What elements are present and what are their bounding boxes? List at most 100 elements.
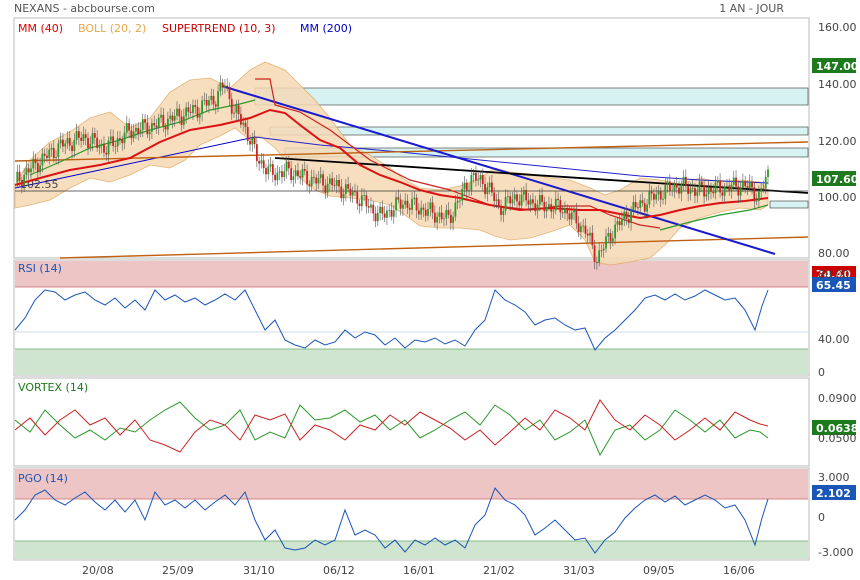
- candle-body: [399, 199, 402, 209]
- candle-body: [91, 133, 94, 144]
- candle-body: [484, 184, 486, 195]
- candle-body: [570, 212, 573, 220]
- candle-body: [614, 224, 617, 239]
- candle-body: [497, 199, 500, 206]
- vortex-plus-line: [14, 401, 769, 457]
- candle-body: [506, 196, 509, 198]
- candle-body: [739, 188, 742, 196]
- candle-body: [105, 152, 108, 155]
- candle-body: [680, 184, 683, 194]
- rsi-tick-0: 0: [818, 366, 825, 379]
- candle-body: [349, 188, 352, 196]
- candle-body: [520, 194, 523, 206]
- candle-body: [445, 209, 448, 219]
- candle-body: [543, 201, 546, 212]
- candle-body: [96, 137, 99, 148]
- candle-body: [246, 127, 249, 141]
- candle-body: [283, 171, 286, 178]
- candle-body: [427, 209, 429, 216]
- candle-body: [301, 169, 304, 178]
- candle-body: [386, 210, 388, 218]
- rsi-tick-80: 80.00: [818, 268, 850, 281]
- candle-body: [205, 99, 208, 106]
- candle-body: [319, 174, 322, 179]
- candle-body: [639, 200, 642, 208]
- candle-body: [650, 191, 653, 194]
- candle-body: [62, 139, 64, 147]
- candle-body: [344, 184, 347, 194]
- candle-body: [107, 140, 110, 155]
- candle-body: [662, 198, 664, 200]
- candle-body: [255, 144, 258, 161]
- candle-body: [618, 221, 621, 226]
- vortex-tag: 0.0638: [812, 420, 858, 435]
- candle-body: [48, 149, 51, 158]
- candle-body: [757, 191, 760, 201]
- candle-body: [573, 209, 575, 213]
- candle-body: [500, 205, 502, 215]
- candle-body: [411, 199, 413, 210]
- candle-body: [415, 197, 418, 211]
- candle-body: [710, 187, 712, 192]
- candle-body: [367, 206, 370, 208]
- candle-body: [287, 161, 290, 169]
- candle-body: [212, 95, 215, 105]
- candle-body: [536, 204, 539, 212]
- candle-body: [258, 160, 261, 164]
- rsi-label: RSI (14): [18, 262, 62, 275]
- candle-body: [735, 177, 737, 187]
- candle-body: [130, 130, 133, 139]
- rsi-tick-40: 40.00: [818, 333, 850, 346]
- candle-body: [228, 86, 231, 99]
- candle-body: [673, 183, 676, 191]
- candle-body: [707, 187, 710, 194]
- candle-body: [242, 122, 245, 125]
- x-label-2: 25/09: [162, 564, 194, 577]
- candle-body: [178, 108, 181, 117]
- candle-body: [128, 123, 130, 131]
- candle-body: [525, 190, 528, 201]
- candle-body: [440, 212, 443, 220]
- rsi-line: [14, 289, 769, 351]
- candle-body: [39, 165, 41, 173]
- supertrend-up-line: [659, 204, 769, 231]
- candle-body: [244, 122, 247, 128]
- candle-body: [488, 182, 491, 188]
- x-label-4: 06/12: [323, 564, 355, 577]
- candle-body: [477, 179, 480, 181]
- period-label[interactable]: 1 AN - JOUR: [719, 2, 784, 15]
- candle-body: [659, 191, 662, 200]
- pgo-lower-zone: [15, 541, 808, 559]
- candle-body: [625, 211, 628, 220]
- x-label-9: 16/06: [723, 564, 755, 577]
- candle-body: [684, 176, 687, 187]
- candle-body: [737, 186, 740, 196]
- candle-body: [160, 114, 162, 118]
- candle-body: [198, 113, 201, 118]
- candle-body: [714, 182, 717, 194]
- candle-body: [381, 206, 384, 214]
- candle-body: [402, 204, 404, 209]
- candle-body: [23, 174, 26, 186]
- candle-body: [568, 213, 571, 220]
- candle-body: [561, 212, 564, 214]
- candle-body: [621, 218, 623, 226]
- candle-body: [360, 195, 363, 207]
- candle-body: [84, 134, 87, 138]
- candle-body: [310, 176, 313, 187]
- candle-body: [294, 170, 297, 177]
- candle-body: [176, 108, 178, 116]
- candle-body: [203, 99, 206, 101]
- candle-body: [579, 226, 582, 232]
- level-line-label: 102.55: [20, 178, 59, 191]
- resistance-zone-1: [254, 87, 809, 106]
- pgo-label: PGO (14): [18, 472, 68, 485]
- candle-body: [116, 138, 119, 147]
- candle-body: [452, 216, 455, 223]
- candle-body: [582, 225, 585, 227]
- candle-body: [151, 122, 153, 132]
- candle-body: [262, 160, 265, 169]
- candle-body: [703, 185, 706, 197]
- candle-body: [41, 153, 44, 166]
- candle-body: [607, 233, 610, 237]
